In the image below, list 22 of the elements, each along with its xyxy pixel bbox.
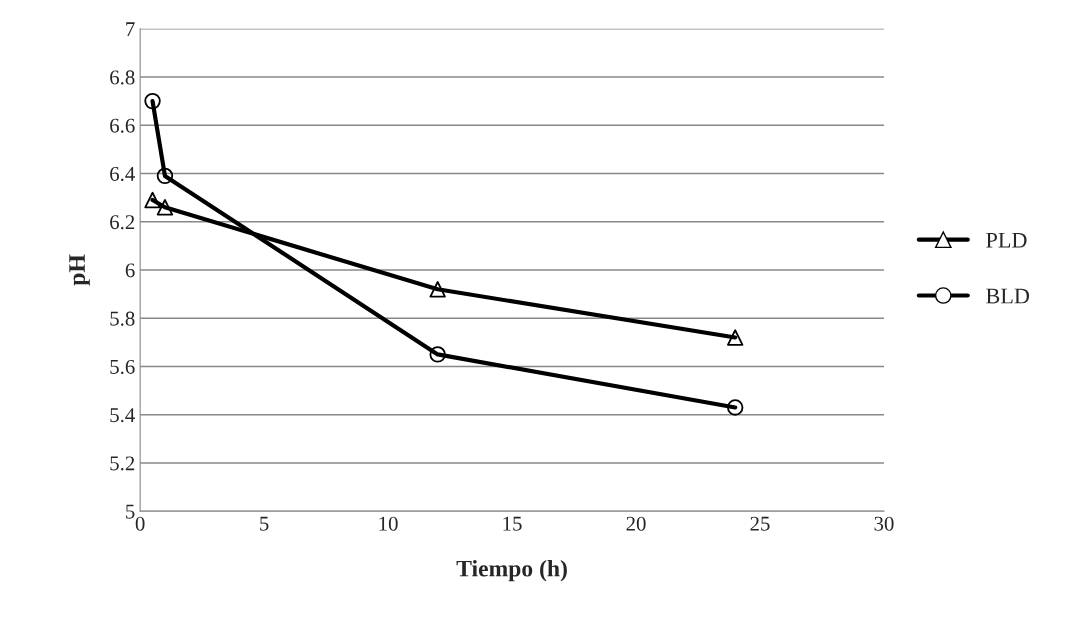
y-tick-label: 6 (125, 263, 135, 278)
y-tick-label: 5 (126, 504, 135, 519)
y-axis-title: pH (69, 254, 90, 286)
y-tick-label: 6.8 (110, 70, 135, 85)
x-tick-label: 15 (503, 516, 522, 531)
x-axis-title: Tiempo (h) (456, 559, 567, 582)
y-tick-label: 5.2 (110, 456, 135, 471)
x-tick-label: 10 (379, 516, 398, 531)
y-tick-label: 5.8 (110, 311, 135, 326)
x-tick-label: 30 (874, 516, 894, 531)
y-tick-label: 6.4 (110, 166, 135, 182)
y-tick-label: 5.6 (110, 359, 135, 374)
x-tick-label: 5 (260, 516, 269, 531)
y-tick-label: 5.4 (110, 408, 135, 423)
y-tick-label: 6.6 (110, 118, 135, 133)
x-tick-label: 0 (135, 516, 145, 531)
y-tick-label: 7 (126, 22, 135, 36)
legend-label: BLD (986, 288, 1030, 304)
x-tick-label: 25 (750, 516, 770, 531)
y-tick-label: 6.2 (110, 215, 135, 230)
x-tick-label: 20 (626, 516, 646, 531)
legend-label: PLD (986, 232, 1027, 248)
